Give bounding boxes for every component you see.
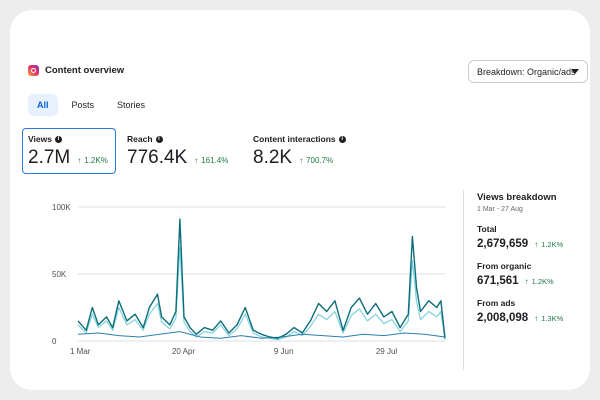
- arrow-up-icon: ↑: [299, 156, 304, 165]
- content-overview-card: Content overview Breakdown: Organic/ads …: [10, 10, 590, 390]
- page-title: Content overview: [45, 65, 125, 76]
- info-icon[interactable]: i: [54, 135, 62, 143]
- breakdown-item-ads: From ads 2,008,098 ↑ 1.3K%: [477, 298, 587, 324]
- views-line-chart[interactable]: 100K 50K 0 1 Mar 20 Apr 9 Jun 29 Jul: [30, 190, 450, 370]
- metric-change: 700.7%: [306, 156, 334, 165]
- metric-label: Reach: [127, 134, 153, 144]
- arrow-up-icon: ↑: [524, 277, 529, 286]
- arrow-up-icon: ↑: [534, 314, 539, 323]
- x-tick-label: 20 Apr: [172, 347, 195, 356]
- tab-posts[interactable]: Posts: [71, 100, 95, 110]
- breakdown-change: 1.2K%: [541, 240, 564, 249]
- metric-value: 2.7M: [28, 147, 71, 168]
- content-overview-header: Content overview: [28, 65, 124, 76]
- breakdown-label: From ads: [477, 298, 516, 308]
- series-line-total[interactable]: [77, 218, 446, 340]
- metric-label: Content interactions: [253, 134, 336, 144]
- y-tick-label: 0: [52, 337, 57, 346]
- breakdown-value: 671,561: [477, 275, 519, 287]
- breakdown-date-range: 1 Mar - 27 Aug: [477, 206, 523, 213]
- x-tick-label: 29 Jul: [376, 347, 398, 356]
- series-line-organic[interactable]: [77, 331, 446, 339]
- info-icon[interactable]: i: [338, 135, 346, 143]
- panel-divider: [463, 190, 464, 370]
- breakdown-dropdown[interactable]: Breakdown: Organic/ads: [468, 60, 588, 83]
- x-tick-label: 1 Mar: [70, 347, 91, 356]
- tab-stories[interactable]: Stories: [117, 100, 146, 110]
- metric-card-content-interactions[interactable]: Content interactions i 8.2K ↑ 700.7%: [248, 128, 388, 174]
- metric-change: 161.4%: [201, 156, 229, 165]
- breakdown-label: From organic: [477, 261, 532, 271]
- breakdown-change: 1.2K%: [531, 277, 554, 286]
- breakdown-item-organic: From organic 671,561 ↑ 1.2K%: [477, 261, 587, 287]
- metric-change: 1.2K%: [84, 156, 108, 165]
- metric-card-reach[interactable]: Reach i 776.4K ↑ 161.4%: [122, 128, 242, 174]
- breakdown-label: Total: [477, 224, 497, 234]
- instagram-icon: [28, 65, 39, 76]
- metric-value: 8.2K: [253, 147, 293, 168]
- arrow-up-icon: ↑: [534, 240, 539, 249]
- views-breakdown-panel: Views breakdown 1 Mar - 27 Aug Total 2,6…: [477, 192, 587, 324]
- arrow-up-icon: ↑: [194, 156, 199, 165]
- metric-card-views[interactable]: Views i 2.7M ↑ 1.2K%: [22, 128, 116, 174]
- breakdown-title: Views breakdown: [477, 192, 557, 203]
- tab-all[interactable]: All: [28, 94, 58, 116]
- info-icon[interactable]: i: [155, 135, 163, 143]
- series-line-ads[interactable]: [77, 246, 446, 341]
- y-tick-label: 100K: [52, 203, 71, 212]
- breakdown-value: 2,008,098: [477, 312, 529, 324]
- metric-value: 776.4K: [127, 147, 188, 168]
- content-tabs: All Posts Stories: [28, 94, 159, 116]
- metric-label: Views: [28, 134, 52, 144]
- breakdown-dropdown-label: Breakdown: Organic/ads: [477, 66, 576, 77]
- x-tick-label: 9 Jun: [274, 347, 294, 356]
- breakdown-item-total: Total 2,679,659 ↑ 1.2K%: [477, 224, 587, 250]
- caret-down-icon: [571, 69, 579, 74]
- breakdown-value: 2,679,659: [477, 238, 529, 250]
- breakdown-change: 1.3K%: [541, 314, 564, 323]
- arrow-up-icon: ↑: [77, 156, 82, 165]
- y-tick-label: 50K: [52, 270, 67, 279]
